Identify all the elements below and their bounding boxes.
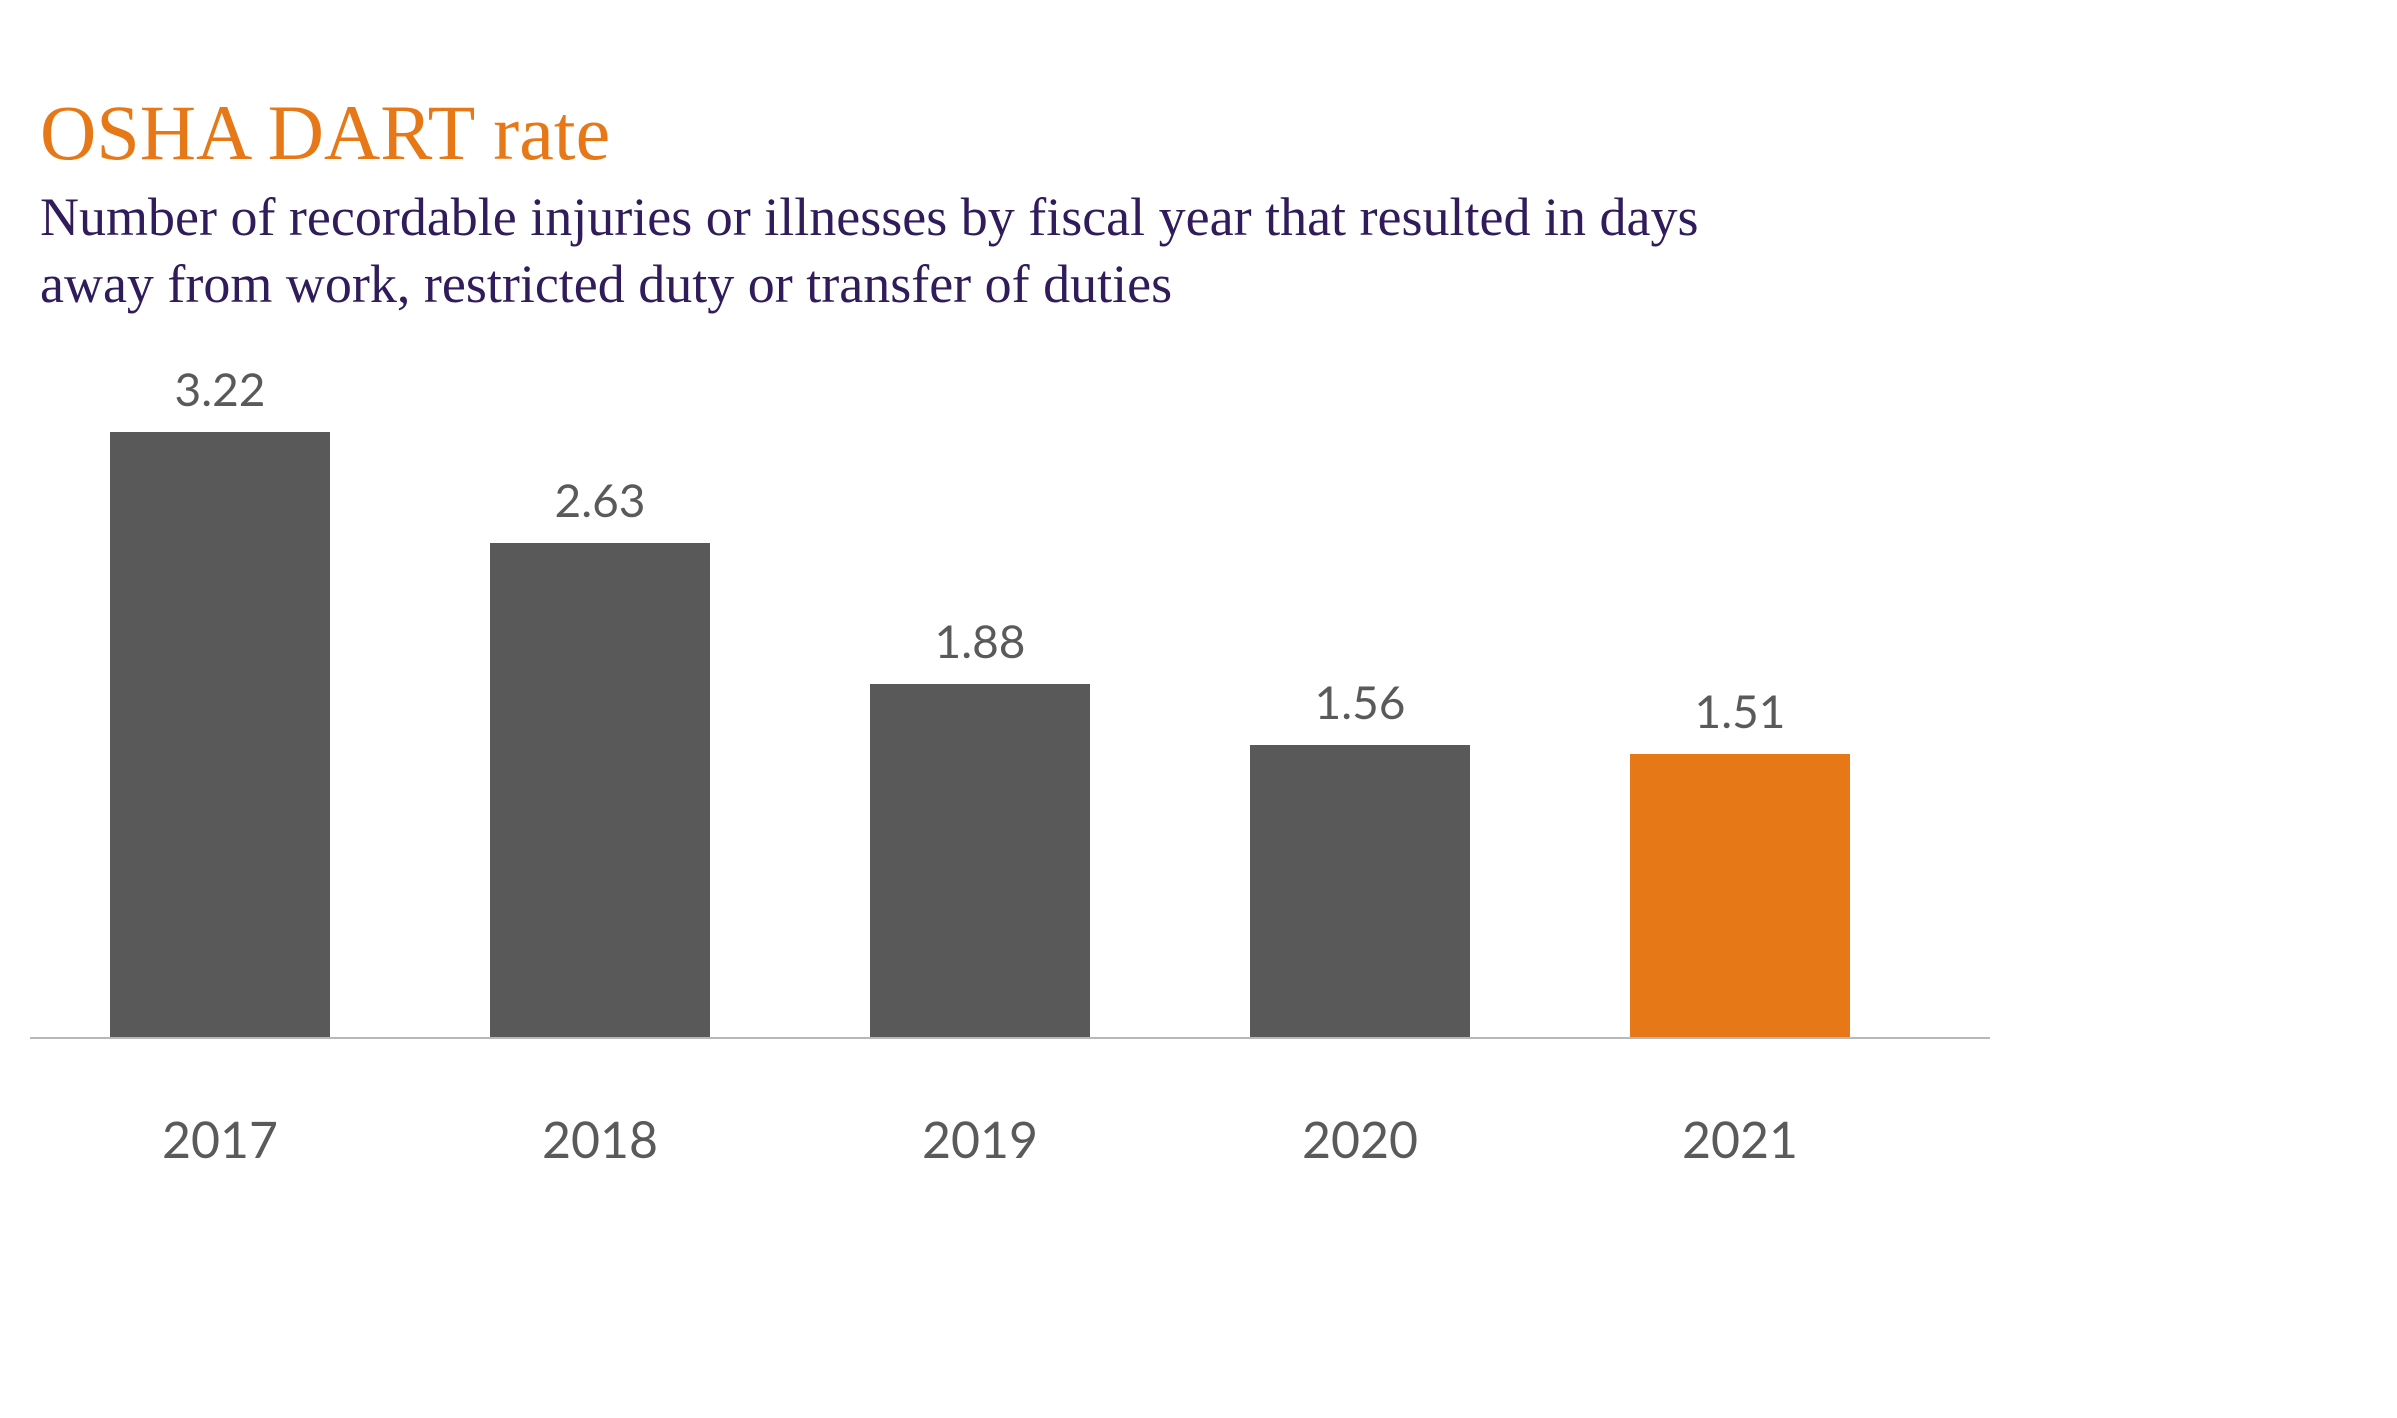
x-axis-line [30, 1037, 1990, 1039]
x-axis-label: 2018 [410, 1109, 790, 1169]
bar-slot: 1.88 [790, 613, 1170, 1039]
bar [1630, 754, 1850, 1039]
x-axis-label: 2017 [30, 1109, 410, 1169]
bar-value-label: 1.51 [1695, 683, 1786, 738]
chart-container: OSHA DART rate Number of recordable inju… [0, 0, 2397, 1418]
bar [870, 684, 1090, 1039]
bar-value-label: 3.22 [175, 361, 266, 416]
bar-value-label: 1.56 [1315, 674, 1406, 729]
bar [490, 543, 710, 1039]
bar-slot: 3.22 [30, 361, 410, 1039]
chart-bars: 3.22 2.63 1.88 1.56 1.51 [30, 379, 1990, 1039]
x-axis-label: 2019 [790, 1109, 1170, 1169]
x-axis-label: 2020 [1170, 1109, 1550, 1169]
bar-slot: 1.51 [1550, 683, 1930, 1039]
chart-subtitle: Number of recordable injuries or illness… [40, 184, 1740, 319]
bar-slot: 2.63 [410, 472, 790, 1039]
chart-area: 3.22 2.63 1.88 1.56 1.51 [30, 379, 1990, 1089]
bar-value-label: 2.63 [555, 472, 646, 527]
bar [110, 432, 330, 1039]
x-axis-label: 2021 [1550, 1109, 1930, 1169]
x-axis-labels: 2017 2018 2019 2020 2021 [30, 1109, 1990, 1169]
chart-plot: 3.22 2.63 1.88 1.56 1.51 [30, 379, 1990, 1039]
chart-title: OSHA DART rate [40, 90, 2357, 176]
bar-value-label: 1.88 [935, 613, 1026, 668]
bar [1250, 745, 1470, 1039]
bar-slot: 1.56 [1170, 674, 1550, 1039]
